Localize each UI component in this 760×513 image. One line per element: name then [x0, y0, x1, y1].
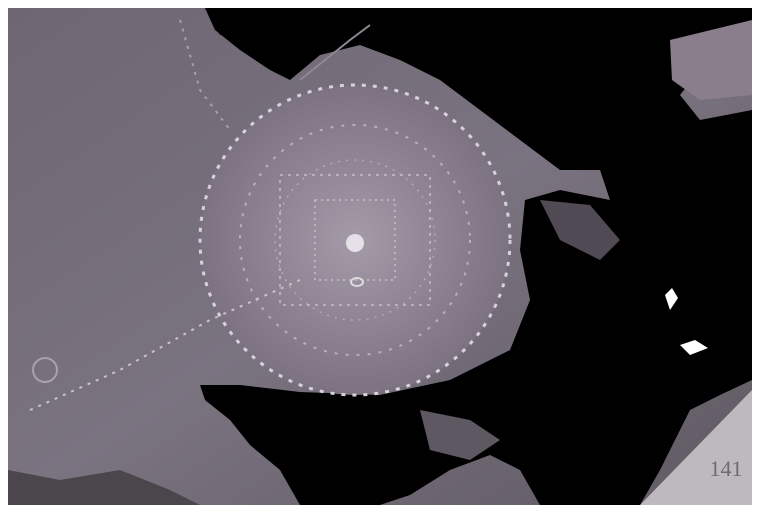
terrain-patch [670, 20, 752, 100]
page-number: 141 [710, 456, 743, 481]
terrain-patch [540, 200, 620, 260]
speck [680, 340, 708, 355]
middle-ring [239, 124, 471, 356]
road [299, 24, 371, 81]
page-corner [640, 390, 752, 505]
speck [665, 288, 678, 310]
outer-ring [198, 83, 512, 397]
dark-terrain [8, 470, 200, 505]
square-outline [314, 199, 396, 281]
feature [350, 277, 364, 287]
masked-region [205, 8, 260, 35]
center-mark [346, 234, 364, 252]
road [179, 19, 231, 131]
terrain-patch [420, 410, 500, 460]
inner-ring [274, 159, 436, 321]
square-outline [279, 174, 431, 306]
feature [32, 357, 58, 383]
masked-region [200, 8, 752, 505]
